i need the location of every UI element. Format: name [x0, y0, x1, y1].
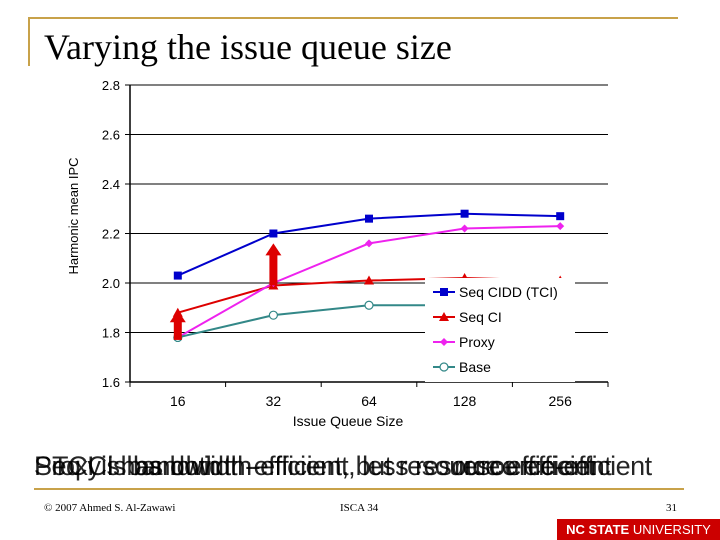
- data-point: [556, 212, 565, 221]
- y-tick-label: 2.4: [102, 177, 120, 192]
- y-tick-label: 1.6: [102, 375, 120, 390]
- caption-line-1: Proxy is bandwidth-efficient, less resou…: [34, 451, 612, 481]
- brand-bold: NC STATE: [566, 522, 630, 537]
- footer-page-number: 31: [666, 502, 677, 514]
- data-point: [268, 310, 278, 320]
- x-tick-label: 256: [549, 393, 573, 409]
- x-axis-label: Issue Queue Size: [293, 413, 404, 429]
- data-point: [173, 271, 182, 280]
- y-tick-label: 1.8: [102, 326, 120, 341]
- legend-label: Proxy: [459, 334, 495, 350]
- data-point: [364, 300, 374, 310]
- university-logo: NC STATE UNIVERSITY: [557, 519, 720, 540]
- y-tick-label: 2.0: [102, 276, 120, 291]
- overlapping-caption: Proxy is bandwidth-efficient, less resou…: [34, 446, 694, 486]
- legend-label: Seq CIDD (TCI): [459, 284, 558, 300]
- annotation-arrow-shaft: [269, 253, 278, 286]
- legend-label: Seq CI: [459, 309, 502, 325]
- legend-marker: [440, 338, 448, 346]
- caption-line-3: Seq CI has both: [34, 451, 221, 481]
- title-frame-left: [28, 17, 30, 66]
- y-tick-label: 2.2: [102, 227, 120, 242]
- annotation-arrow-head: [169, 310, 186, 323]
- annotation-arrow-head: [265, 243, 282, 256]
- data-point: [556, 222, 565, 231]
- legend-marker: [439, 362, 449, 372]
- brand-rest: UNIVERSITY: [629, 522, 711, 537]
- y-axis-label: Harmonic mean IPC: [66, 157, 81, 274]
- footer-copyright: © 2007 Ahmed S. Al-Zawawi: [44, 502, 176, 514]
- caption-line-2: TCI is bandwidth-efficient, but resource…: [52, 451, 595, 481]
- x-tick-label: 16: [170, 393, 186, 409]
- footer-venue: ISCA 34: [340, 502, 379, 514]
- data-point: [269, 229, 278, 238]
- data-point: [460, 224, 469, 233]
- data-point: [365, 214, 373, 223]
- x-tick-label: 64: [361, 393, 377, 409]
- footer-divider: [34, 488, 684, 490]
- slide-title: Varying the issue queue size: [44, 27, 452, 67]
- y-tick-label: 2.8: [102, 78, 120, 93]
- legend-marker: [440, 288, 448, 296]
- legend-box: [425, 278, 575, 382]
- data-point: [365, 239, 373, 248]
- annotation-arrow-shaft: [173, 320, 182, 340]
- data-point: [460, 209, 469, 218]
- x-tick-label: 128: [453, 393, 477, 409]
- data-point: [364, 275, 374, 285]
- x-tick-label: 32: [266, 393, 282, 409]
- y-tick-label: 2.6: [102, 128, 120, 143]
- legend-marker: [439, 312, 449, 321]
- legend-label: Base: [459, 359, 491, 375]
- caption-line-4: resource-efficient: [454, 451, 652, 481]
- title-frame-top: [28, 17, 678, 19]
